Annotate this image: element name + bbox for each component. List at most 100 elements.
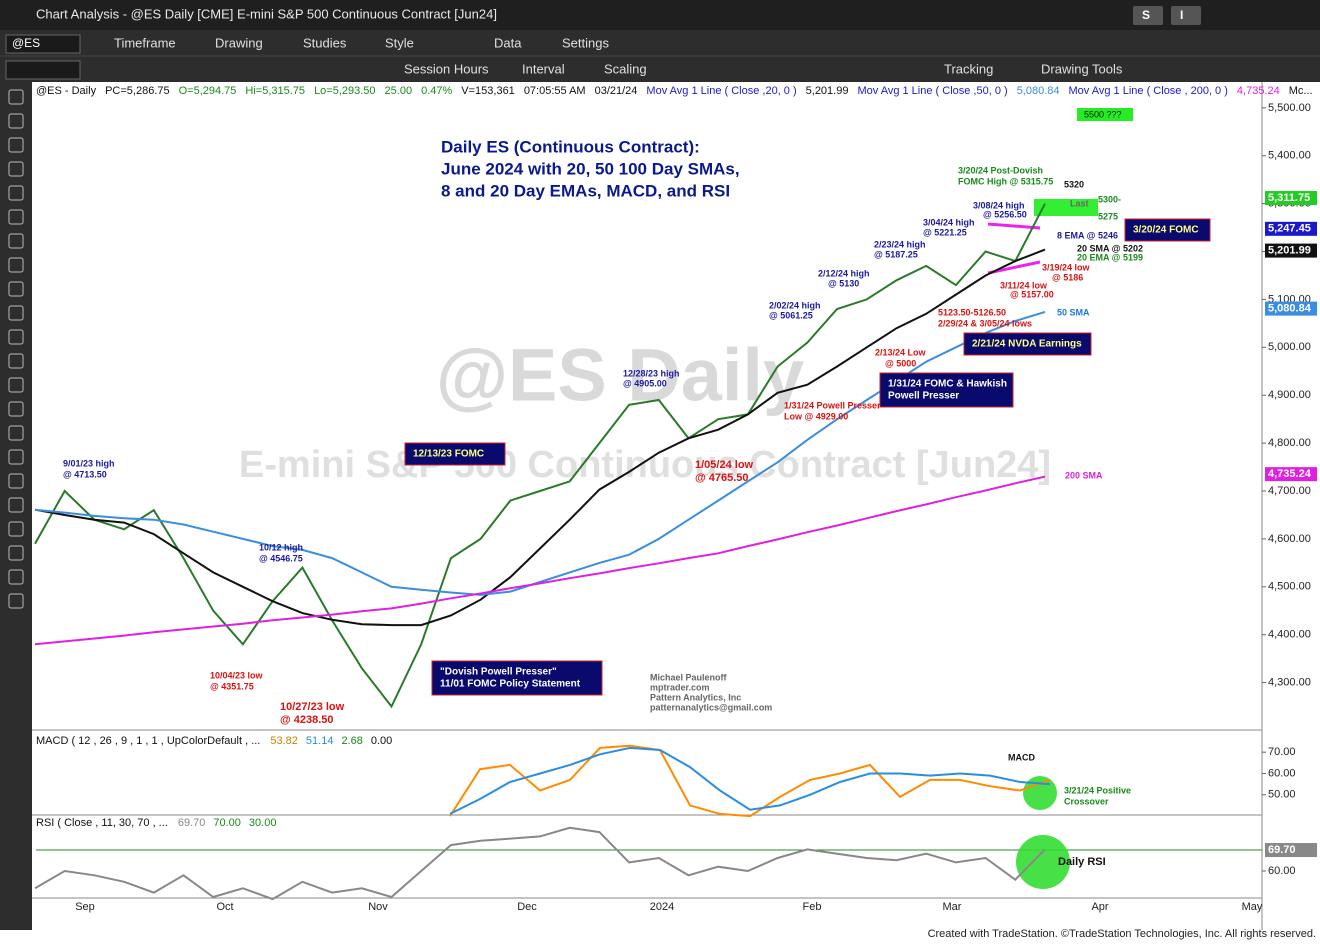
tool-icon[interactable] (8, 353, 24, 369)
status-item: Hi=5,315.75 (245, 85, 305, 97)
y-tick-label: 60.00 (1268, 865, 1296, 877)
toolbar-item[interactable]: Data (494, 35, 522, 50)
interval-box[interactable] (5, 60, 81, 80)
annotation: @ 4765.50 (695, 472, 749, 484)
watermark: @ES Daily (436, 334, 804, 417)
annotation: 2/13/24 Low (875, 347, 927, 357)
status-item: @ES - Daily (36, 85, 97, 97)
panel-readout: 53.82 (270, 735, 298, 747)
tool-icon[interactable] (8, 281, 24, 297)
tool-icon[interactable] (8, 329, 24, 345)
panel-readout: 30.00 (249, 817, 277, 829)
toolbar-item[interactable]: Drawing Tools (1041, 61, 1123, 76)
annotation: @ 4546.75 (259, 553, 303, 563)
status-item: 03/21/24 (595, 85, 638, 97)
window-button[interactable] (1171, 6, 1201, 25)
annotation-box (963, 332, 1092, 356)
price-marker-label: 5,080.84 (1268, 303, 1312, 315)
tool-icon[interactable] (8, 209, 24, 225)
status-item: 5,080.84 (1017, 85, 1060, 97)
status-item: Mov Avg 1 Line ( Close ,20, 0 ) (646, 85, 796, 97)
tool-icon[interactable] (8, 185, 24, 201)
tool-icon[interactable] (8, 113, 24, 129)
symbol-box[interactable] (5, 34, 81, 54)
tool-icon[interactable] (8, 233, 24, 249)
toolbar-item[interactable]: Tracking (944, 61, 993, 76)
tool-icon[interactable] (8, 473, 24, 489)
tool-icon[interactable] (8, 305, 24, 321)
status-item: Mov Avg 1 Line ( Close ,50, 0 ) (857, 85, 1007, 97)
tool-icon[interactable] (8, 401, 24, 417)
tool-icon[interactable] (8, 449, 24, 465)
tool-icon[interactable] (8, 545, 24, 561)
tool-icon[interactable] (8, 137, 24, 153)
tool-icon[interactable] (8, 569, 24, 585)
price-marker (1265, 221, 1317, 236)
toolbar-item[interactable]: Interval (522, 61, 565, 76)
annotation-box-text: Powell Presser (888, 391, 959, 402)
price-marker-label: 4,735.24 (1268, 468, 1312, 480)
annotation: 8 EMA @ 5246 (1057, 230, 1118, 240)
tool-icon[interactable] (8, 89, 24, 105)
tool-icon[interactable] (8, 425, 24, 441)
toolbar-item[interactable]: Style (385, 35, 414, 50)
watermark: E-mini S&P 500 Continuous Contract [Jun2… (239, 444, 1051, 486)
annotation: 3/08/24 high (973, 200, 1025, 210)
footer: Created with TradeStation. ©TradeStation… (928, 928, 1316, 940)
tool-icon[interactable] (8, 497, 24, 513)
x-tick-label: Feb (803, 901, 822, 913)
toolbar-item[interactable]: Drawing (215, 35, 263, 50)
price-marker (1265, 301, 1317, 316)
annotation: Michael Paulenoff (650, 672, 728, 682)
price-marker (1265, 467, 1317, 482)
status-item: Mov Avg 1 Line ( Close , 200, 0 ) (1069, 85, 1228, 97)
window-button[interactable] (1133, 6, 1163, 25)
annotation: Last (1070, 198, 1089, 208)
status-item: Lo=5,293.50 (314, 85, 375, 97)
annotation-box (404, 442, 506, 466)
panel-title: RSI ( Close , 11, 30, 70 , ... (36, 817, 168, 829)
annotation: mptrader.com (650, 682, 710, 692)
annotation: patternanalytics@gmail.com (650, 702, 772, 712)
annotation: 10/12 high (259, 542, 303, 552)
annotation: 10/04/23 low (210, 670, 264, 680)
toolbar-item[interactable]: Scaling (604, 61, 647, 76)
y-tick-label: 4,800.00 (1268, 437, 1311, 449)
annotation: 200 SMA (1065, 470, 1103, 480)
panel-readout: 2.68 (341, 735, 362, 747)
annotation: 20 SMA @ 5202 (1077, 243, 1143, 253)
tool-icon[interactable] (8, 161, 24, 177)
toolbar-item[interactable]: Session Hours (404, 61, 489, 76)
toolbar-item[interactable]: Timeframe (114, 35, 176, 50)
annotation-box-text: 1/31/24 FOMC & Hawkish (888, 379, 1007, 390)
annotation: @ 5187.25 (874, 249, 918, 259)
headline: 8 and 20 Day EMAs, MACD, and RSI (441, 181, 730, 200)
annotation: 5300- (1098, 194, 1121, 204)
status-item: 4,735.24 (1237, 85, 1280, 97)
resistance-line (987, 222, 1041, 230)
toolbar-item[interactable]: Studies (303, 35, 347, 50)
series-line (449, 744, 1051, 818)
panel-readout: 70.00 (213, 817, 241, 829)
status-item: 5,201.99 (806, 85, 849, 97)
headline: June 2024 with 20, 50 100 Day SMAs, (441, 159, 740, 178)
tool-icon[interactable] (8, 377, 24, 393)
series-line (34, 475, 1046, 646)
toolbar-item[interactable]: Settings (562, 35, 609, 50)
annotation: 1/05/24 low (695, 459, 754, 471)
annotation: 2/23/24 high (874, 239, 926, 249)
tool-icon[interactable] (8, 593, 24, 609)
annotation: @ 5000 (885, 358, 916, 368)
annotation: 9/01/23 high (63, 458, 115, 468)
annotation: @ 4351.75 (210, 681, 254, 691)
x-tick-label: Nov (368, 901, 388, 913)
panel-title: MACD ( 12 , 26 , 9 , 1 , 1 , UpColorDefa… (36, 735, 260, 747)
status-item: O=5,294.75 (179, 85, 237, 97)
annotation: 2/12/24 high (818, 268, 870, 278)
tool-icon[interactable] (8, 521, 24, 537)
tool-icon[interactable] (8, 257, 24, 273)
annotation-box-text: 11/01 FOMC Policy Statement (440, 679, 581, 690)
panel-readout: 69.70 (178, 817, 206, 829)
